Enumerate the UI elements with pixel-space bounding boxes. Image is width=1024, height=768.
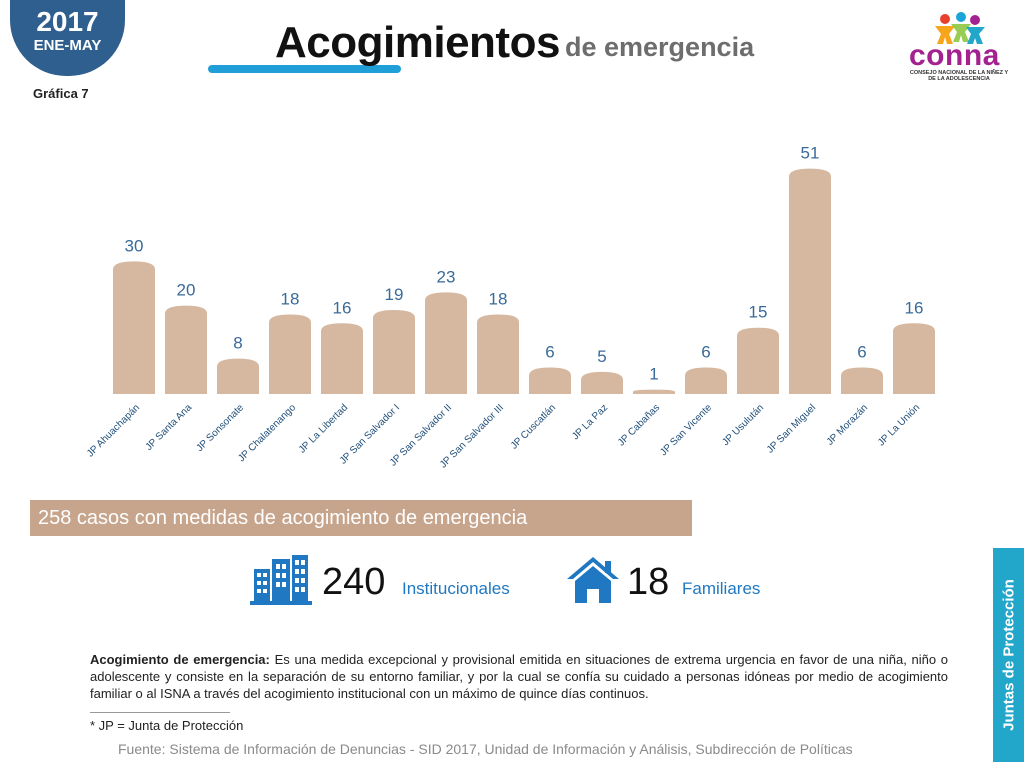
chart-number-label: Gráfica 7 xyxy=(33,86,89,101)
bar xyxy=(165,305,207,394)
category-tick-label: JP Sonsonate xyxy=(194,402,246,454)
bar-value-label: 20 xyxy=(177,281,196,300)
bar-value-label: 23 xyxy=(437,267,456,286)
title-underline xyxy=(208,65,401,73)
definition-paragraph: Acogimiento de emergencia: Es una medida… xyxy=(90,651,948,702)
footnote: * JP = Junta de Protección xyxy=(90,718,244,733)
family-count: 18 xyxy=(627,561,670,603)
category-tick-label: JP La Unión xyxy=(876,402,922,448)
category-tick-label: JP La Paz xyxy=(570,402,610,442)
bar-value-label: 16 xyxy=(333,298,352,317)
bar-value-label: 15 xyxy=(749,303,768,322)
category-tick-label: JP Cuscatlán xyxy=(509,402,558,451)
category-tick-label: JP Morazán xyxy=(825,402,870,447)
bar-value-label: 8 xyxy=(233,334,242,353)
bar-value-label: 18 xyxy=(281,289,300,308)
bar xyxy=(841,367,883,394)
source-citation: Fuente: Sistema de Información de Denunc… xyxy=(118,741,853,757)
bar-value-label: 16 xyxy=(905,298,924,317)
building-icon xyxy=(250,555,312,605)
children-logo-icon xyxy=(935,12,985,44)
bar-value-label: 6 xyxy=(701,342,710,361)
bar-value-label: 30 xyxy=(125,236,144,255)
bar xyxy=(425,292,467,394)
bar xyxy=(373,310,415,394)
bar-value-label: 5 xyxy=(597,347,606,366)
category-tick-label: JP Chalatenango xyxy=(236,402,298,464)
year-badge: 2017 ENE-MAY xyxy=(10,0,125,76)
badge-year: 2017 xyxy=(36,6,99,37)
house-icon xyxy=(567,557,619,603)
side-tab: Juntas de Protección xyxy=(993,548,1024,762)
bar-value-label: 18 xyxy=(489,289,508,308)
definition-text: Es una medida excepcional y provisional … xyxy=(90,652,948,701)
logo-subtitle: CONSEJO NACIONAL DE LA NIÑEZ Y DE LA ADO… xyxy=(909,70,1009,82)
title-main: Acogimientos xyxy=(275,18,560,67)
bar xyxy=(113,261,155,394)
bar xyxy=(789,168,831,394)
bar xyxy=(321,323,363,394)
bar-chart: 30 JP Ahuachapán 20 JP Santa Ana 8 JP Sonsona… xyxy=(85,144,935,471)
bar-value-label: 1 xyxy=(649,365,658,384)
institutional-label: Institucionales xyxy=(402,579,510,598)
bar-value-label: 6 xyxy=(545,342,554,361)
bar xyxy=(737,327,779,394)
category-tick-label: JP Santa Ana xyxy=(144,402,195,453)
category-tick-label: JP San Miguel xyxy=(765,402,818,455)
category-tick-label: JP La Libertad xyxy=(297,402,350,455)
institutional-count: 240 xyxy=(322,561,386,603)
category-tick-label: JP Usulután xyxy=(720,402,766,448)
page-title: Acogimientos de emergencia xyxy=(205,18,805,78)
bar xyxy=(477,314,519,394)
side-tab-label: Juntas de Protección xyxy=(1000,579,1017,731)
bar xyxy=(529,367,571,394)
summary-banner: 258 casos con medidas de acogimiento de … xyxy=(30,500,692,536)
title-subtitle: de emergencia xyxy=(565,32,755,62)
definition-term: Acogimiento de emergencia: xyxy=(90,652,270,667)
bar xyxy=(633,389,675,394)
bar-value-label: 6 xyxy=(857,342,866,361)
badge-period: ENE-MAY xyxy=(33,37,102,54)
category-tick-label: JP Cabañas xyxy=(616,402,662,448)
bar xyxy=(685,367,727,394)
bar xyxy=(217,358,259,394)
category-tick-label: JP San Vicente xyxy=(658,402,714,458)
bar xyxy=(893,323,935,394)
category-tick-label: JP Ahuachapán xyxy=(85,402,142,459)
bar xyxy=(581,371,623,394)
bar xyxy=(269,314,311,394)
footnote-divider xyxy=(90,712,230,713)
bar-value-label: 19 xyxy=(385,285,404,304)
logo-wordmark: conna xyxy=(909,39,1000,72)
bar-value-label: 51 xyxy=(801,144,820,163)
family-label: Familiares xyxy=(682,579,761,598)
conna-logo: conna CONSEJO NACIONAL DE LA NIÑEZ Y DE … xyxy=(905,12,1009,86)
